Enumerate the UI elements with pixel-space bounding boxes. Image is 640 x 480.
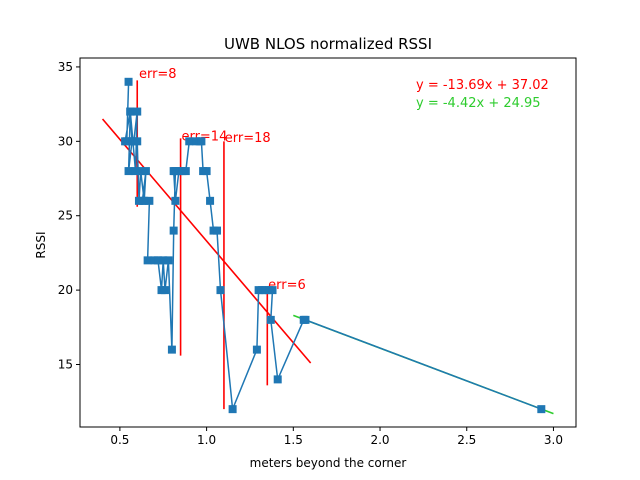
data-point xyxy=(273,375,282,384)
data-point xyxy=(171,196,180,205)
data-point xyxy=(164,256,173,265)
error-bar-label: err=6 xyxy=(268,278,306,293)
data-point xyxy=(160,286,169,295)
y-tick-label: 35 xyxy=(58,60,73,74)
data-point xyxy=(133,107,142,116)
data-point xyxy=(216,286,225,295)
x-tick-label: 1.0 xyxy=(197,433,216,447)
data-point xyxy=(141,167,150,176)
x-tick-label: 2.0 xyxy=(370,433,389,447)
fit-equation-label: y = -4.42x + 24.95 xyxy=(416,96,541,111)
data-point xyxy=(121,137,130,146)
data-point xyxy=(124,167,133,176)
data-point xyxy=(197,137,206,146)
data-point xyxy=(131,167,140,176)
data-point xyxy=(181,167,190,176)
data-point xyxy=(228,405,237,414)
data-point xyxy=(124,77,133,86)
x-axis-label: meters beyond the corner xyxy=(250,456,407,470)
x-tick-label: 1.5 xyxy=(284,433,303,447)
error-bar-label: err=8 xyxy=(139,67,177,82)
data-point xyxy=(169,226,178,235)
data-point xyxy=(167,345,176,354)
data-point xyxy=(133,137,142,146)
data-point xyxy=(252,345,261,354)
data-point xyxy=(206,196,215,205)
data-point xyxy=(136,167,145,176)
y-tick-label: 15 xyxy=(58,358,73,372)
y-tick-label: 25 xyxy=(58,209,73,223)
data-point xyxy=(145,196,154,205)
data-point xyxy=(154,256,163,265)
y-tick-label: 20 xyxy=(58,283,73,297)
plot-frame xyxy=(79,57,577,428)
data-point xyxy=(138,196,147,205)
axis-ticks: 0.5 1.0 1.5 2.0 2.5 3.0 15 20 25 30 35 xyxy=(58,60,563,447)
fit-equation-label: y = -13.69x + 37.02 xyxy=(416,78,549,93)
data-point xyxy=(202,167,211,176)
data-point xyxy=(126,107,135,116)
y-tick-label: 30 xyxy=(58,134,73,148)
x-tick-label: 2.5 xyxy=(457,433,476,447)
data-point xyxy=(159,256,168,265)
error-bar-label: err=18 xyxy=(225,131,271,146)
x-tick-label: 3.0 xyxy=(544,433,563,447)
data-point xyxy=(268,286,277,295)
data-point xyxy=(301,315,310,324)
y-axis-label: RSSI xyxy=(34,231,48,258)
data-point xyxy=(266,315,275,324)
chart-title: UWB NLOS normalized RSSI xyxy=(224,35,432,53)
data-point xyxy=(143,256,152,265)
data-point xyxy=(185,137,194,146)
data-point xyxy=(169,167,178,176)
data-point xyxy=(537,405,546,414)
x-tick-label: 0.5 xyxy=(110,433,129,447)
data-point xyxy=(213,226,222,235)
